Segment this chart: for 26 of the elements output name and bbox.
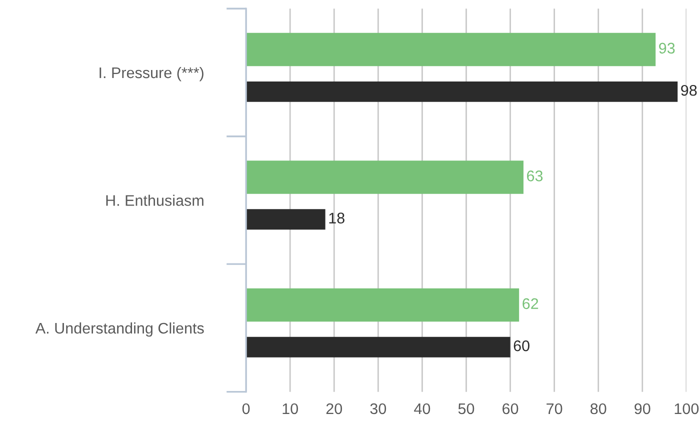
x-tick-label: 90 (634, 403, 650, 414)
data-label: 18 (329, 212, 344, 224)
data-label: 62 (522, 298, 538, 310)
y-tick-label: A. Understanding Clients (35, 322, 204, 337)
y-tick-label: I. Pressure (***) (100, 66, 204, 82)
x-tick-label: 0 (242, 403, 250, 414)
x-tick-label: 100 (674, 403, 699, 414)
bar (246, 81, 678, 102)
bar (246, 288, 520, 322)
x-tick-label: 70 (546, 403, 562, 414)
x-tick-label: 20 (326, 403, 342, 414)
bar (246, 336, 510, 358)
bar (246, 209, 326, 230)
x-tick-label: 50 (458, 403, 474, 414)
data-label: 93 (659, 42, 675, 54)
x-tick-label: 80 (590, 403, 606, 414)
y-tick-label: H. Enthusiasm (106, 194, 204, 206)
data-label: 63 (527, 170, 543, 182)
bar (246, 32, 656, 66)
bar (246, 160, 524, 194)
x-tick-label: 60 (502, 403, 518, 414)
x-tick-label: 40 (414, 403, 430, 414)
x-tick-label: 30 (370, 403, 386, 414)
data-label: 60 (514, 340, 530, 352)
x-tick-label: 10 (282, 403, 298, 414)
data-label: 98 (681, 84, 697, 96)
